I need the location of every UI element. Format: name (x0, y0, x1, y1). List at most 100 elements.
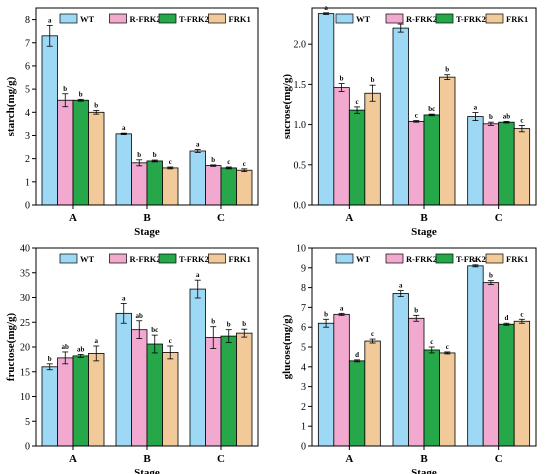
y-tick-label: 20 (20, 343, 30, 354)
bar (162, 352, 179, 447)
legend-swatch (158, 13, 177, 24)
significance-letter: b (324, 310, 328, 318)
significance-letter: b (414, 306, 418, 314)
bar (131, 329, 148, 447)
significance-letter: b (79, 90, 83, 98)
bar (498, 323, 515, 447)
x-tick-label: A (69, 212, 77, 224)
bar (482, 282, 500, 447)
y-axis-label: glucose(mg/g) (281, 314, 293, 379)
significance-letter: c (227, 158, 230, 166)
significance-letter: b (489, 272, 493, 280)
significance-letter: bc (428, 105, 435, 113)
x-tick-label: A (345, 212, 353, 224)
bar (57, 99, 74, 206)
legend-swatch (208, 253, 226, 264)
y-tick-label: 1 (301, 422, 306, 433)
significance-letter: b (371, 76, 375, 84)
significance-letter: c (169, 337, 172, 345)
significance-letter: c (520, 116, 523, 124)
bar (220, 167, 237, 206)
bar (482, 123, 500, 206)
bar (162, 167, 179, 206)
y-tick-label: 10 (296, 244, 306, 255)
bar (498, 121, 515, 206)
bar (317, 13, 335, 206)
bar (423, 349, 440, 447)
bar (236, 169, 253, 206)
y-axis-label: starch(mg/g) (5, 76, 17, 136)
bar (205, 165, 222, 206)
legend-swatch (59, 253, 78, 264)
y-tick-label: 4 (301, 362, 306, 373)
legend-label: R-FRK2 (406, 254, 437, 264)
bar (364, 92, 381, 206)
y-tick-label: 7 (25, 38, 30, 49)
x-tick-label: B (420, 212, 428, 224)
bar (88, 353, 105, 447)
bar (131, 162, 148, 206)
y-tick-label: 5 (301, 343, 306, 354)
legend-label: T-FRK2 (179, 254, 209, 264)
y-tick-label: 15 (20, 367, 30, 378)
bar (72, 355, 89, 447)
significance-letter: d (504, 314, 508, 322)
legend-swatch (485, 253, 504, 264)
legend: WT R-FRK2 T-FRK2 FRK1 (59, 13, 251, 24)
significance-letter: b (211, 318, 215, 326)
significance-letter: b (227, 321, 231, 329)
significance-letter: b (340, 75, 344, 83)
y-tick-label: 5 (25, 85, 30, 96)
significance-letter: a (474, 104, 478, 112)
significance-letter: b (211, 156, 215, 164)
significance-letter: a (399, 282, 403, 290)
significance-letter: c (169, 158, 172, 166)
y-tick-label: 2.0 (294, 40, 307, 51)
significance-letter: c (430, 338, 433, 346)
y-axis-label: sucrose(mg/g) (281, 74, 293, 140)
legend-swatch (385, 13, 404, 24)
y-tick-label: 0.0 (294, 201, 307, 212)
y-tick-label: 3 (301, 382, 306, 393)
legend-label: WT (356, 254, 371, 264)
bar (41, 366, 58, 447)
legend-swatch (335, 253, 354, 264)
bar (439, 76, 456, 206)
bar (467, 265, 484, 447)
y-tick-label: 8 (301, 283, 306, 294)
significance-letter: b (445, 66, 449, 74)
significance-letter: c (356, 98, 359, 106)
significance-letter: c (446, 343, 449, 351)
x-tick-label: C (217, 453, 225, 465)
bar (115, 312, 132, 447)
legend-label: R-FRK2 (130, 14, 161, 24)
significance-letter: b (489, 113, 493, 121)
significance-letter: ab (503, 112, 511, 120)
significance-letter: c (243, 160, 246, 168)
y-tick-label: 2 (25, 154, 30, 165)
bar (189, 150, 206, 206)
x-tick-label: B (143, 453, 151, 465)
bar (513, 128, 531, 206)
legend-swatch (485, 13, 504, 24)
bar (41, 35, 58, 206)
significance-letter: b (63, 85, 67, 93)
bar (146, 343, 163, 447)
x-tick-label: C (495, 453, 503, 465)
legend-label: FRK1 (229, 14, 251, 24)
y-tick-label: 4 (25, 108, 30, 119)
y-tick-label: 5 (25, 417, 30, 428)
significance-letter: b (242, 320, 246, 328)
x-axis-label: Stage (134, 467, 160, 474)
bar (189, 288, 206, 447)
bar (88, 111, 105, 206)
bar (317, 322, 335, 447)
y-tick-label: 0 (25, 201, 30, 212)
significance-letter: b (153, 151, 157, 159)
legend-label: R-FRK2 (406, 14, 437, 24)
chart-panel-1: a a a b b b b b c b c c 0 1 2 3 4 5 6 7 8 A B C Stage starch(mg/g… (5, 7, 259, 238)
y-tick-label: 2 (301, 402, 306, 413)
significance-letter: c (371, 330, 374, 338)
bar (57, 357, 74, 447)
